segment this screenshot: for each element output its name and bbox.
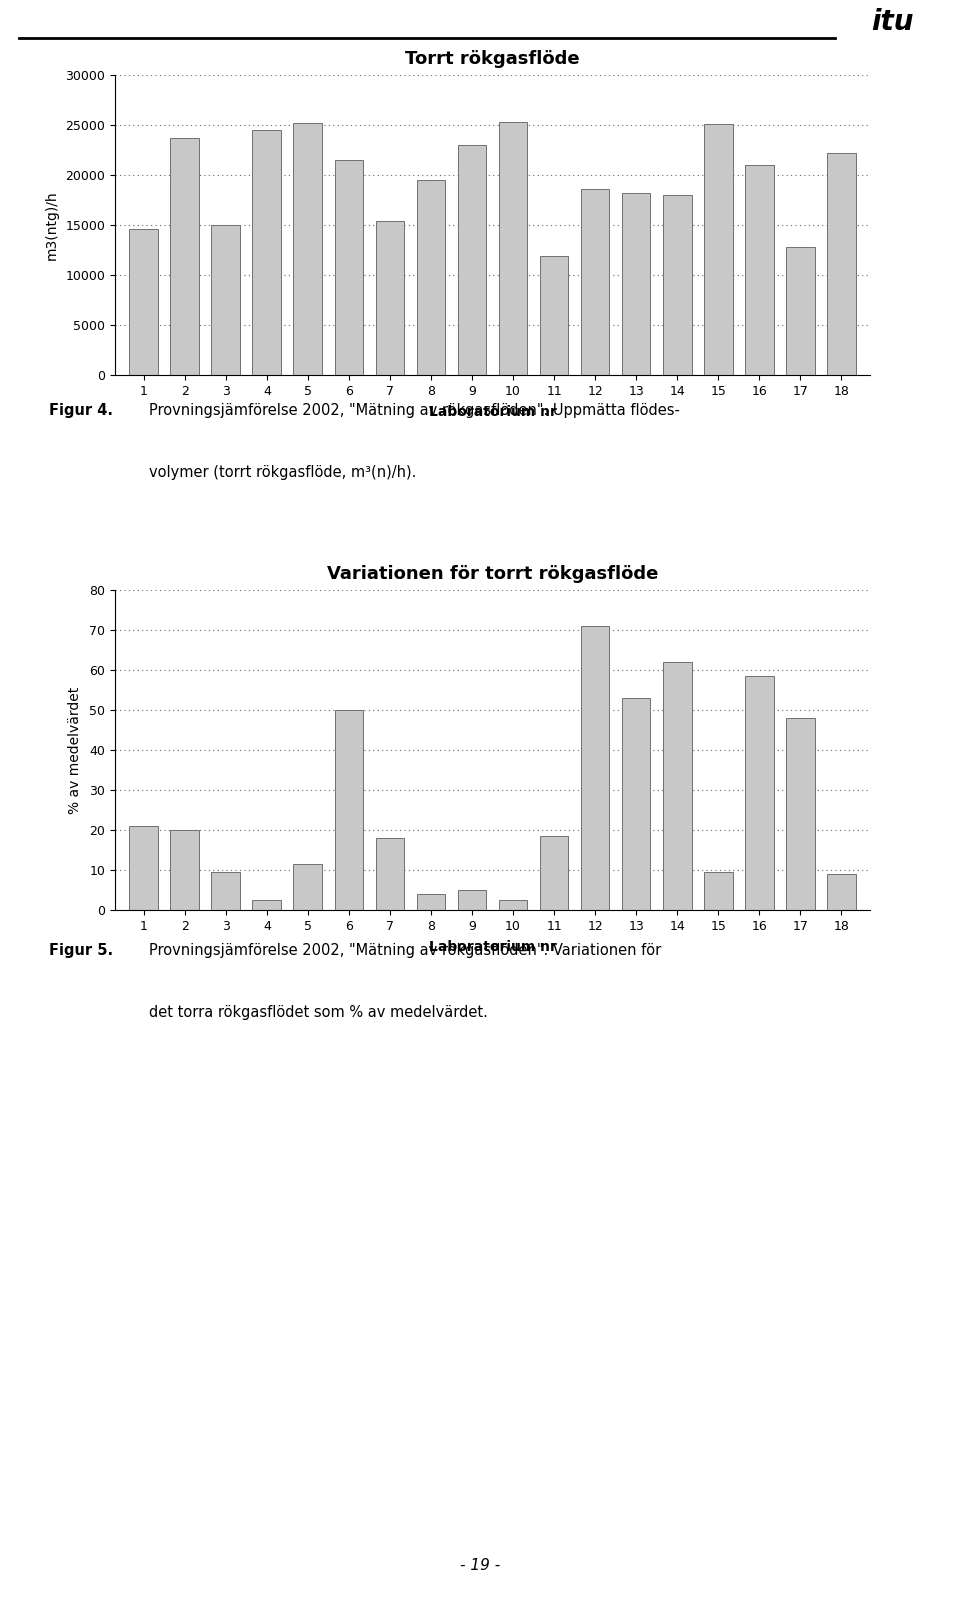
Text: Provningsjämförelse 2002, "Mätning av rökgasflöden". Variationen för: Provningsjämförelse 2002, "Mätning av rö… xyxy=(149,944,661,958)
Bar xyxy=(458,890,487,910)
Bar xyxy=(540,835,568,910)
Bar xyxy=(622,698,651,910)
Bar xyxy=(417,179,445,374)
Bar xyxy=(211,226,240,374)
Bar xyxy=(662,195,691,374)
Bar xyxy=(211,872,240,910)
Bar xyxy=(170,138,199,374)
Text: Figur 5.: Figur 5. xyxy=(49,944,113,958)
Bar xyxy=(786,246,815,374)
Bar xyxy=(375,221,404,374)
Bar xyxy=(375,838,404,910)
Bar xyxy=(334,160,363,374)
Bar xyxy=(252,899,281,910)
Bar xyxy=(498,122,527,374)
Bar xyxy=(458,146,487,374)
Bar xyxy=(704,872,732,910)
Bar xyxy=(130,229,158,374)
Bar xyxy=(786,718,815,910)
Title: Variationen för torrt rökgasflöde: Variationen för torrt rökgasflöde xyxy=(326,565,659,582)
Bar xyxy=(581,626,610,910)
Bar xyxy=(745,165,774,374)
Bar xyxy=(294,123,323,374)
Text: - 19 -: - 19 - xyxy=(460,1557,500,1573)
Title: Torrt rökgasflöde: Torrt rökgasflöde xyxy=(405,50,580,67)
Bar xyxy=(130,826,158,910)
Text: Figur 4.: Figur 4. xyxy=(49,403,113,418)
Bar xyxy=(417,894,445,910)
Bar xyxy=(294,864,323,910)
Bar xyxy=(622,194,651,374)
Bar xyxy=(581,189,610,374)
X-axis label: Laboratorium nr: Laboratorium nr xyxy=(428,405,557,419)
Bar xyxy=(334,710,363,910)
Bar xyxy=(827,874,855,910)
Bar xyxy=(252,130,281,374)
Bar xyxy=(704,125,732,374)
Text: itu: itu xyxy=(872,8,914,37)
Bar xyxy=(498,899,527,910)
Bar xyxy=(170,830,199,910)
Y-axis label: m3(ntg)/h: m3(ntg)/h xyxy=(44,190,59,259)
Text: Provningsjämförelse 2002, "Mätning av rökgasflöden". Uppmätta flödes-: Provningsjämförelse 2002, "Mätning av rö… xyxy=(149,403,680,418)
Bar xyxy=(662,662,691,910)
Y-axis label: % av medelvärdet: % av medelvärdet xyxy=(68,686,83,814)
Text: volymer (torrt rökgasflöde, m³(n)/h).: volymer (torrt rökgasflöde, m³(n)/h). xyxy=(149,464,417,480)
Text: det torra rökgasflödet som % av medelvärdet.: det torra rökgasflödet som % av medelvär… xyxy=(149,1005,488,1019)
Bar xyxy=(540,256,568,374)
Bar xyxy=(827,154,855,374)
Bar xyxy=(745,675,774,910)
X-axis label: Laboratorium nr: Laboratorium nr xyxy=(428,939,557,954)
